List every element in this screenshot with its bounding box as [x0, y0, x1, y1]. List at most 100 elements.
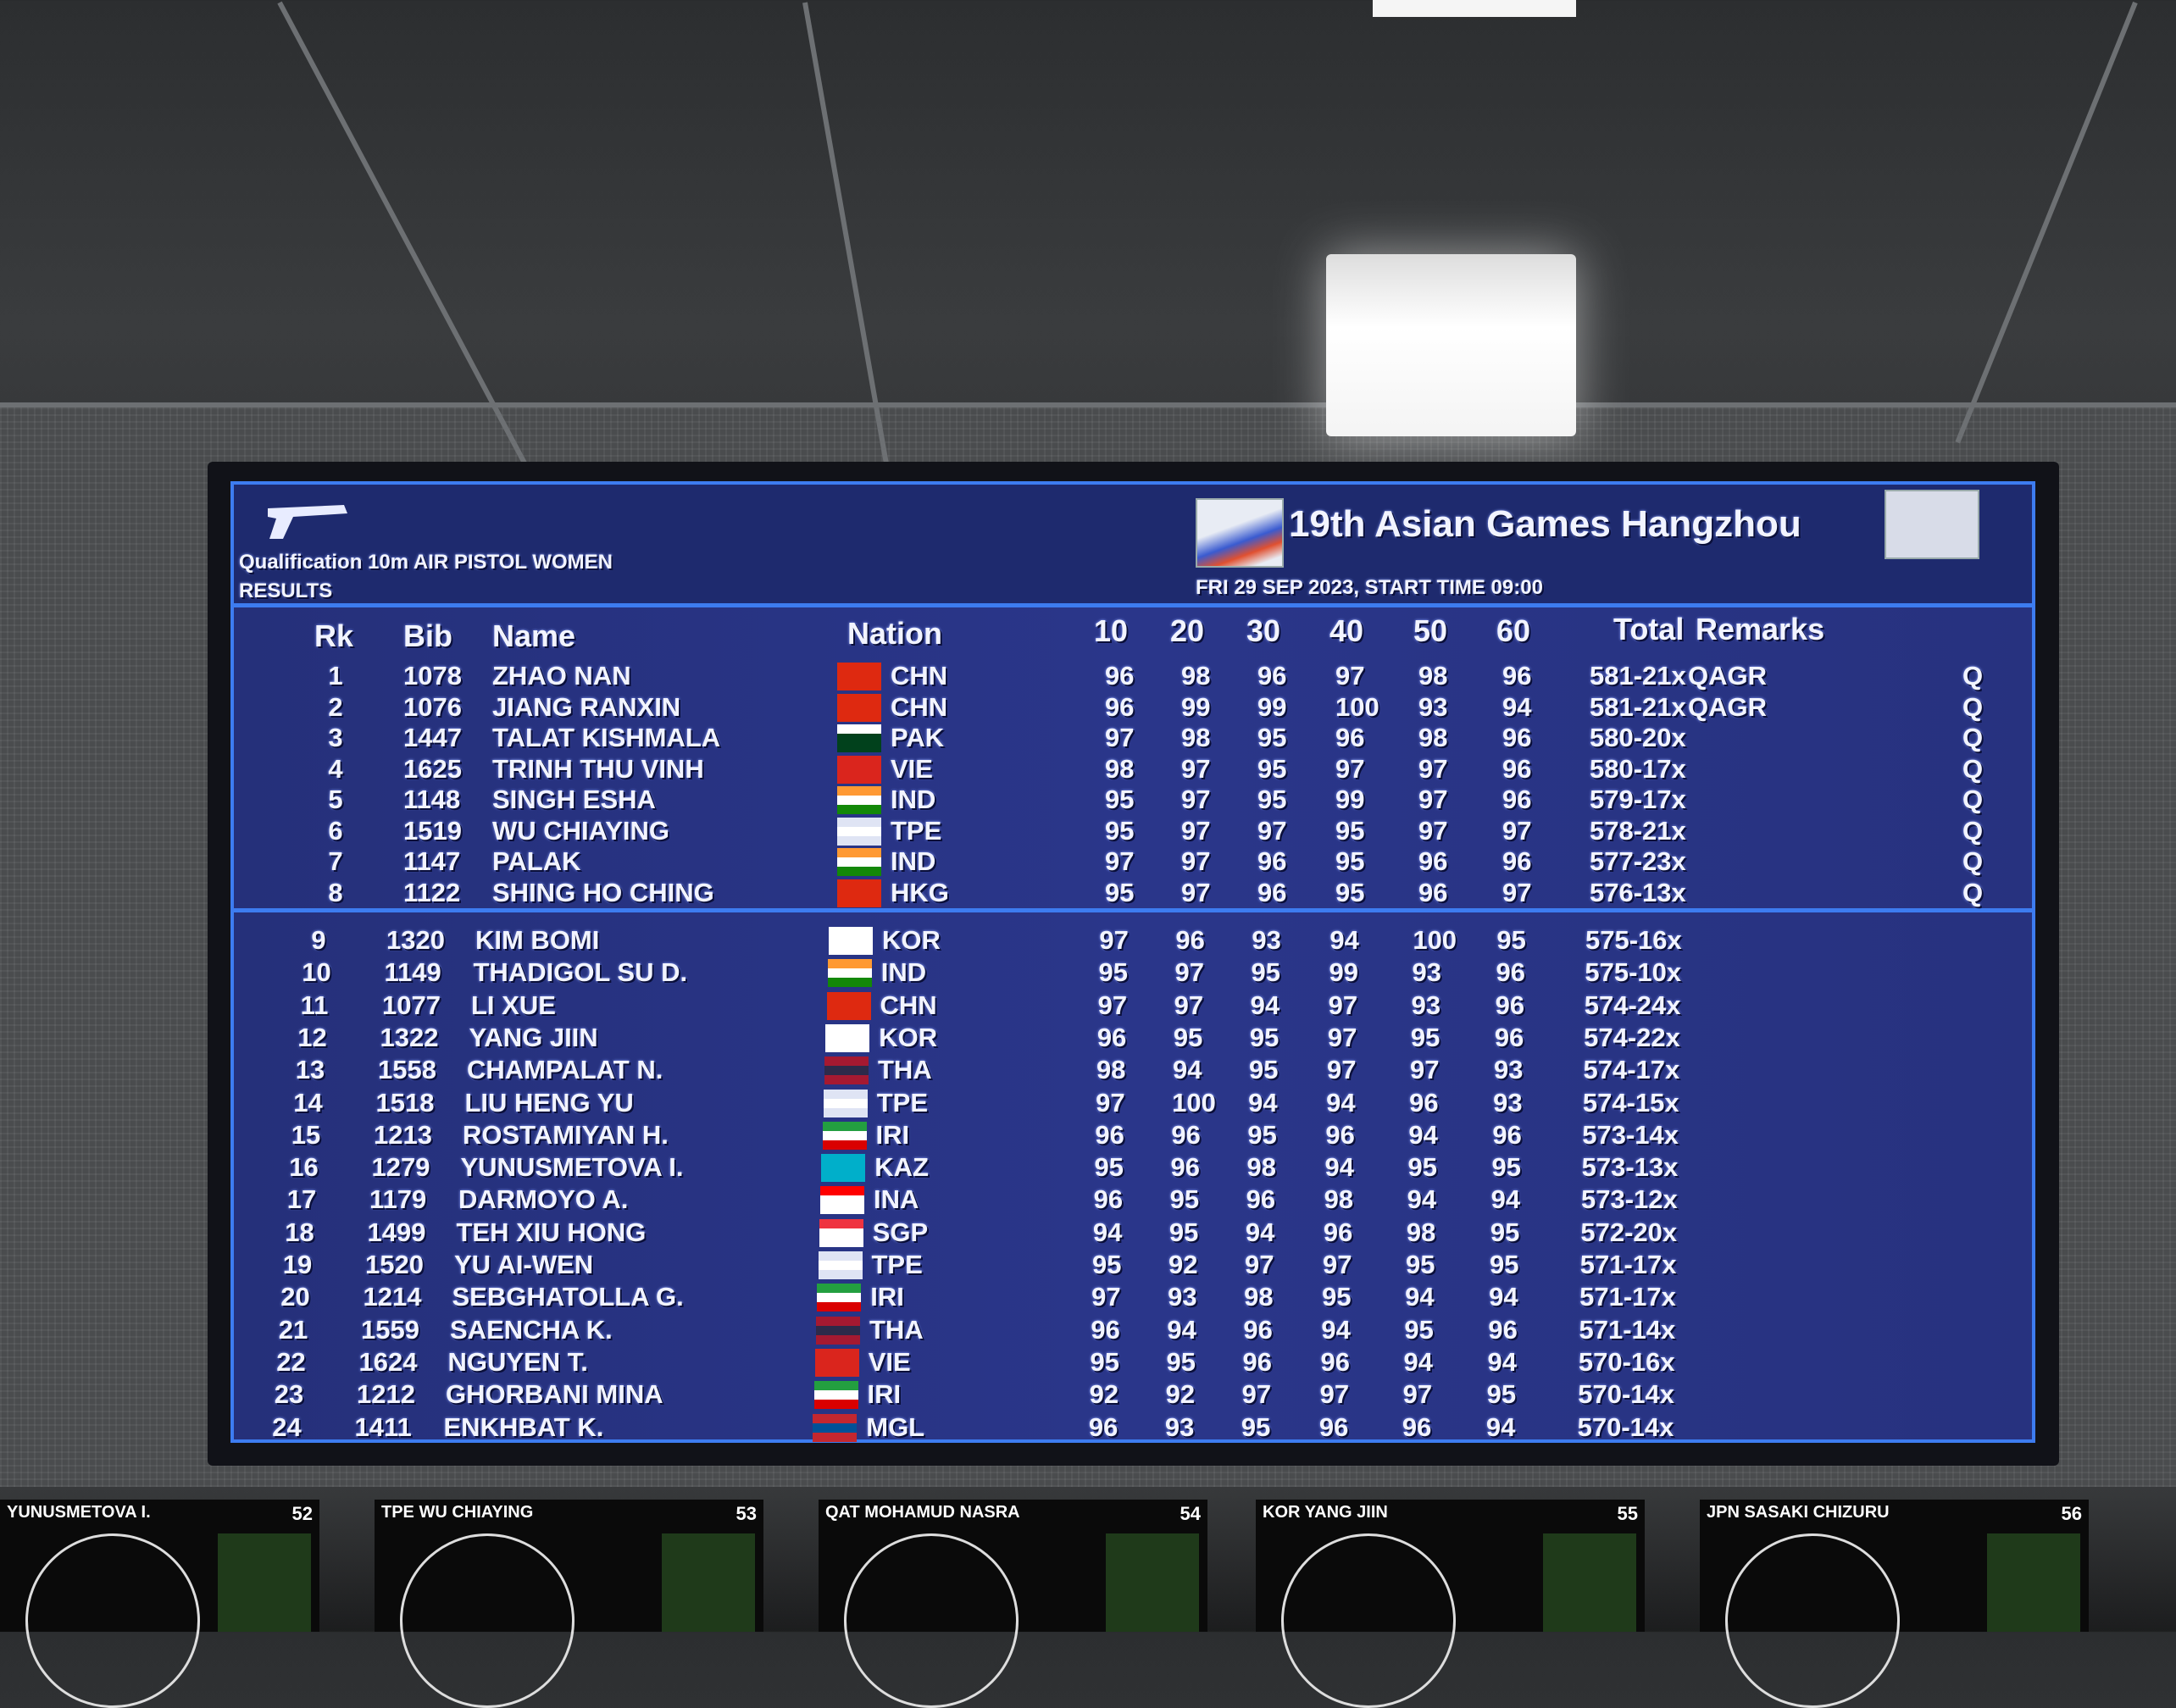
series-score-cell: 96: [1494, 1022, 1524, 1052]
series-score-cell: 97: [1502, 815, 1532, 846]
name-cell: ZHAO NAN: [492, 661, 631, 690]
rank-cell: 7: [328, 846, 343, 876]
series-score-cell: 95: [1406, 1250, 1435, 1279]
series-score-cell: 98: [1406, 1217, 1436, 1247]
nation-cell: KOR: [882, 925, 941, 955]
series-score-cell: 97: [1181, 753, 1211, 784]
series-score-cell: 94: [1167, 1314, 1196, 1345]
shooter-label: JPN SASAKI CHIZURU: [1707, 1503, 1890, 1522]
series-score-cell: 97: [1091, 1282, 1121, 1312]
series-score-cell: 96: [1502, 785, 1532, 814]
name-cell: SINGH ESHA: [492, 785, 656, 814]
series-score-cell: 96: [1170, 1152, 1200, 1183]
total-cell: 573-13x: [1581, 1152, 1679, 1183]
name-cell: ROSTAMIYAN H.: [463, 1119, 669, 1150]
total-cell: 573-14x: [1582, 1119, 1679, 1150]
series-score-cell: 94: [1248, 1087, 1278, 1117]
ceiling-rail: [0, 402, 2176, 408]
series-score-cell: 95: [1173, 1022, 1203, 1052]
bib-cell: 1077: [382, 990, 441, 1020]
series-score-cell: 100: [1413, 925, 1457, 955]
series-score-cell: 97: [1181, 877, 1211, 907]
nation-cell: THA: [878, 1055, 932, 1085]
bib-cell: 1279: [371, 1152, 430, 1183]
qualification-cutoff-divider: [234, 908, 2032, 912]
qualified-mark: Q: [1962, 785, 1984, 814]
date-line: FRI 29 SEP 2023, START TIME 09:00: [1196, 576, 1543, 599]
shot-list-panel: [1987, 1533, 2080, 1632]
flag-kor-icon: [829, 927, 873, 955]
total-cell: 574-15x: [1582, 1087, 1679, 1117]
bib-cell: 1447: [403, 723, 462, 752]
table-row: 5 1148 SINGH ESHA IND 95 97 95 99 97 96 579-17x Q: [234, 785, 2032, 815]
table-row: 16 1279 YUNUSMETOVA I. KAZ 95 96 98 94 95 95 573-1…: [234, 1152, 2032, 1183]
total-cell: 581-21x: [1590, 691, 1686, 722]
series-score-cell: 96: [1318, 1411, 1349, 1442]
bib-cell: 1624: [358, 1346, 418, 1377]
nation-cell: CHN: [891, 661, 948, 690]
qualified-mark: Q: [1962, 691, 1984, 722]
series-score-cell: 97: [1328, 990, 1358, 1020]
series-score-cell: 94: [1502, 691, 1532, 722]
series-score-cell: 97: [1105, 723, 1135, 752]
ceiling-light: [1326, 254, 1576, 436]
series-score-cell: 97: [1418, 815, 1448, 846]
table-row: 21 1559 SAENCHA K. THA 96 94 96 94 95 96 571-14x: [234, 1315, 2032, 1345]
series-score-cell: 96: [1093, 1184, 1124, 1215]
series-score-cell: 99: [1329, 957, 1358, 988]
name-cell: GHORBANI MINA: [446, 1379, 663, 1410]
rank-cell: 14: [293, 1087, 323, 1117]
name-cell: TEH XIU HONG: [456, 1217, 647, 1247]
series-score-cell: 95: [1491, 1152, 1521, 1183]
series-score-cell: 96: [1502, 661, 1532, 690]
series-score-cell: 95: [1166, 1346, 1196, 1377]
series-score-cell: 99: [1257, 691, 1287, 722]
series-score-cell: 96: [1257, 877, 1287, 907]
series-score-cell: 97: [1257, 815, 1287, 846]
nation-cell: KAZ: [874, 1152, 929, 1183]
table-row: 2 1076 JIANG RANXIN CHN 96 99 99 100 93 94 581-21x…: [234, 692, 2032, 723]
total-cell: 573-12x: [1581, 1184, 1678, 1215]
series-score-cell: 97: [1181, 815, 1211, 846]
rank-cell: 16: [289, 1152, 319, 1183]
name-cell: TALAT KISHMALA: [492, 723, 721, 752]
flag-kaz-icon: [821, 1154, 866, 1183]
series-score-cell: 96: [1088, 1411, 1119, 1442]
series-score-cell: 96: [1096, 1022, 1127, 1052]
bib-cell: 1076: [403, 691, 462, 722]
name-cell: LI XUE: [471, 990, 556, 1020]
bib-cell: 1499: [367, 1217, 426, 1247]
flag-chn-icon: [837, 663, 881, 690]
bib-cell: 1148: [403, 785, 461, 814]
series-score-cell: 94: [1329, 925, 1359, 955]
series-score-cell: 97: [1335, 753, 1365, 784]
series-score-cell: 95: [1169, 1184, 1200, 1215]
series-score-cell: 98: [1181, 723, 1211, 752]
name-cell: JIANG RANXIN: [492, 691, 681, 722]
nation-cell: IND: [891, 846, 936, 876]
lane-number: 52: [291, 1503, 313, 1524]
table-row: 20 1214 SEBGHATOLLA G. IRI 97 93 98 95 94 94 571-1…: [234, 1282, 2032, 1312]
series-score-cell: 95: [1090, 1346, 1119, 1377]
nation-cell: INA: [874, 1184, 919, 1215]
table-row: 10 1149 THADIGOL SU D. IND 95 97 95 99 93 96 575-1…: [234, 957, 2032, 988]
series-score-cell: 98: [1324, 1184, 1354, 1215]
bib-cell: 1518: [375, 1087, 435, 1117]
total-cell: 577-23x: [1590, 846, 1686, 876]
flag-vie-icon: [814, 1348, 859, 1377]
flag-tha-icon: [816, 1316, 860, 1345]
lane-monitor: YUNUSMETOVA I. 52: [0, 1500, 319, 1708]
series-score-cell: 95: [1335, 815, 1365, 846]
series-score-cell: 100: [1172, 1087, 1216, 1117]
series-score-cell: 95: [1249, 1022, 1280, 1052]
series-score-cell: 94: [1485, 1411, 1516, 1442]
flag-tpe-icon: [837, 817, 881, 846]
nation-cell: TPE: [871, 1250, 923, 1279]
name-cell: ENKHBAT K.: [443, 1411, 604, 1442]
flag-tha-icon: [824, 1056, 869, 1085]
table-row: 17 1179 DARMOYO A. INA 96 95 96 98 94 94 573-12x: [234, 1184, 2032, 1215]
series-score-cell: 95: [1098, 957, 1128, 988]
rank-cell: 1: [328, 661, 343, 690]
flag-mgl-icon: [813, 1413, 858, 1442]
scoreboard-header: Qualification 10m AIR PISTOL WOMEN RESUL…: [234, 485, 2032, 607]
